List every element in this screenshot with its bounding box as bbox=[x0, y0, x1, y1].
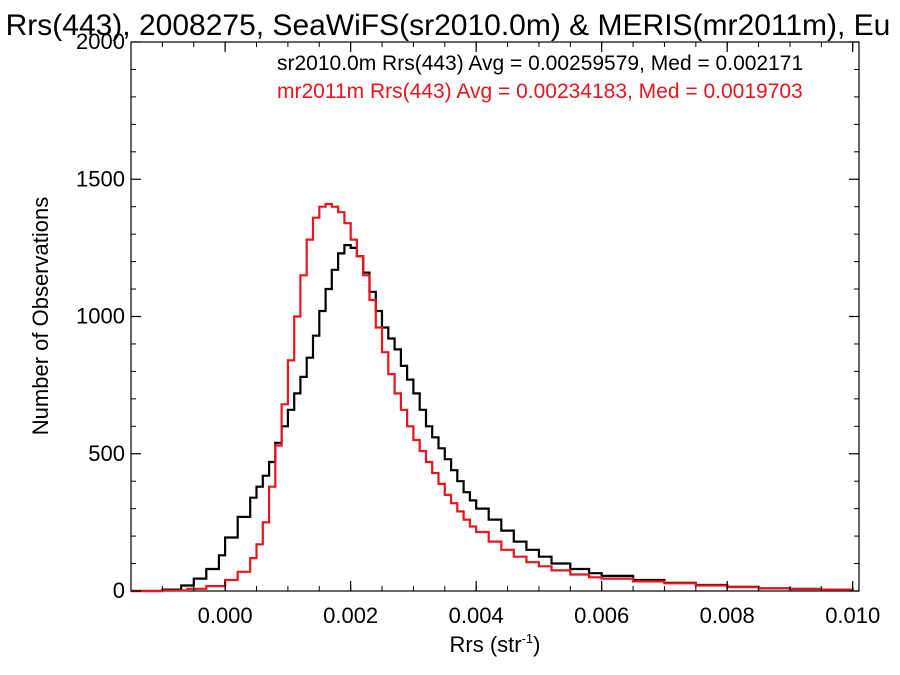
annotation-sr2010: sr2010.0m Rrs(443) Avg = 0.00259579, Med… bbox=[277, 52, 803, 75]
series-line-0 bbox=[131, 244, 854, 593]
x-axis-label-close: ) bbox=[533, 632, 540, 657]
x-tick-label: 0.004 bbox=[449, 603, 504, 628]
x-axis-label-main: Rrs (str bbox=[450, 632, 522, 657]
plot-area-border bbox=[130, 41, 860, 592]
x-tick-label: 0.000 bbox=[198, 603, 253, 628]
y-axis-label: Number of Observations bbox=[28, 197, 53, 435]
y-tick-label: 0 bbox=[113, 578, 125, 603]
x-axis-label-sup: -1 bbox=[522, 631, 534, 646]
y-tick-label: 1500 bbox=[76, 166, 125, 191]
x-axis: 0.000 0.002 0.004 0.006 0.008 0.010 bbox=[130, 42, 880, 628]
y-tick-label: 500 bbox=[88, 441, 125, 466]
annotation-mr2011: mr2011m Rrs(443) Avg = 0.00234183, Med =… bbox=[277, 80, 803, 103]
series-line-1 bbox=[131, 202, 854, 593]
plot-frame bbox=[130, 41, 860, 592]
chart-title: Rrs(443), 2008275, SeaWiFS(sr2010.0m) & … bbox=[6, 9, 891, 42]
x-tick-label: 0.008 bbox=[700, 603, 755, 628]
y-axis: 0 500 1000 1500 2000 bbox=[76, 29, 859, 603]
y-tick-label: 2000 bbox=[76, 29, 125, 54]
x-tick-label: 0.010 bbox=[825, 603, 880, 628]
y-tick-label: 1000 bbox=[76, 304, 125, 329]
x-axis-label: Rrs (str-1) bbox=[450, 631, 541, 657]
x-tick-label: 0.002 bbox=[323, 603, 378, 628]
x-tick-label: 0.006 bbox=[574, 603, 629, 628]
series-layer bbox=[131, 202, 854, 593]
